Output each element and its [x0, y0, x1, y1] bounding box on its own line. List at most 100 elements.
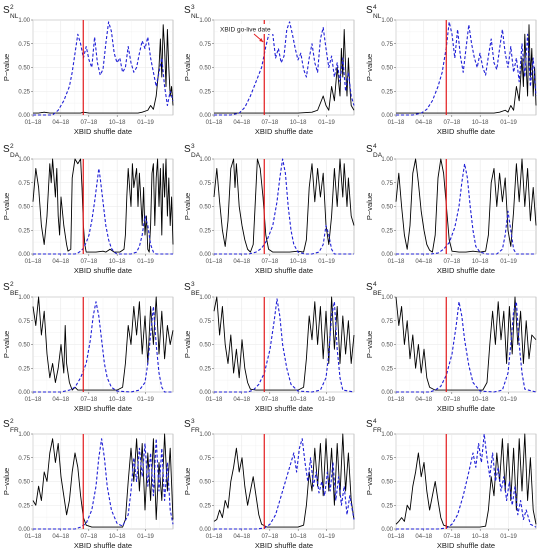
panel-title-sub: BE: [373, 290, 382, 297]
x-tick-label: 01–19: [318, 120, 335, 126]
panel-title-main: S: [3, 282, 10, 293]
y-tick-label: 0.00: [18, 390, 30, 396]
y-tick-label: 1.00: [199, 432, 211, 438]
y-tick-label: 0.75: [199, 181, 211, 187]
y-tick-label: 1.00: [199, 18, 211, 24]
x-tick-label: 01–18: [388, 534, 405, 540]
x-tick-label: 04–18: [415, 259, 432, 265]
panel-title-main: S: [366, 419, 373, 430]
y-tick-label: 0.00: [381, 527, 393, 533]
panel-title-sub: BE: [191, 290, 200, 297]
x-tick-label: 01–19: [137, 534, 154, 540]
y-axis-label: P−value: [365, 331, 374, 358]
x-tick-label: 10–18: [109, 120, 126, 126]
y-tick-label: 0.00: [381, 113, 393, 119]
panel-title-sup: 4: [373, 143, 377, 150]
x-axis-label: XBID shuffle date: [255, 266, 313, 275]
y-tick-label: 0.50: [381, 343, 393, 349]
panel-title-sup: 2: [10, 281, 14, 288]
x-axis-label: XBID shuffle date: [74, 541, 132, 550]
y-tick-label: 1.00: [18, 295, 30, 301]
panel-title-sub: NL: [10, 13, 19, 20]
y-tick-label: 0.25: [381, 366, 393, 372]
panel-4: S 2 DA 0.00 0.25 0.50 0.75 1.00 01–18 04–18 07–18 1…: [2, 143, 174, 275]
y-axis-label: P−value: [365, 193, 374, 220]
x-tick-label: 01–18: [25, 120, 42, 126]
y-tick-label: 0.50: [199, 66, 211, 72]
y-tick-label: 0.25: [199, 89, 211, 95]
x-tick-label: 10–18: [472, 259, 489, 265]
panel-title: S: [366, 5, 373, 16]
y-axis-label: P−value: [183, 331, 192, 358]
panel-title-main: S: [184, 144, 191, 155]
x-tick-label: 04–18: [415, 397, 432, 403]
panel-title-main: S: [3, 419, 10, 430]
y-tick-label: 0.75: [381, 181, 393, 187]
y-tick-label: 1.00: [18, 157, 30, 163]
series-line-dashed: [396, 433, 537, 530]
panel-title: S: [3, 5, 10, 16]
panel-title-sup: 3: [191, 418, 195, 425]
y-tick-label: 0.50: [199, 205, 211, 211]
x-tick-label: 10–18: [109, 534, 126, 540]
x-tick-label: 01–18: [206, 534, 223, 540]
x-axis-label: XBID shuffle date: [437, 127, 495, 136]
y-tick-label: 0.50: [18, 480, 30, 486]
y-tick-label: 1.00: [18, 18, 30, 24]
x-tick-label: 10–18: [472, 534, 489, 540]
y-tick-label: 0.50: [18, 343, 30, 349]
y-tick-label: 0.75: [381, 319, 393, 325]
y-tick-label: 1.00: [199, 295, 211, 301]
y-tick-label: 0.50: [381, 66, 393, 72]
panel-title-sup: 2: [10, 418, 14, 425]
panel-title: S: [184, 419, 191, 430]
x-tick-label: 01–18: [388, 120, 405, 126]
panel-title-main: S: [3, 5, 10, 16]
x-tick-label: 07–18: [443, 397, 460, 403]
panel-title-sub: BE: [10, 290, 19, 297]
panel-title-main: S: [3, 144, 10, 155]
panel-12: S 4 FR 0.00 0.25 0.50 0.75 1.00 01–18 04–18 07–18 1…: [365, 418, 537, 550]
x-tick-label: 07–18: [261, 259, 278, 265]
x-tick-label: 07–18: [443, 259, 460, 265]
panel-1: S 2 NL 0.00 0.25 0.50 0.75 1.00 01–18 04–18 07–18 1…: [2, 4, 174, 136]
y-tick-label: 0.50: [199, 480, 211, 486]
series-line-solid: [32, 296, 174, 391]
y-tick-label: 1.00: [18, 432, 30, 438]
panel-title-sub: DA: [10, 152, 20, 159]
x-tick-label: 04–18: [415, 120, 432, 126]
panel-title: S: [3, 144, 10, 155]
series-line-dashed: [396, 21, 537, 116]
x-tick-label: 10–18: [290, 397, 307, 403]
x-tick-label: 01–19: [500, 534, 517, 540]
panel-title-sub: NL: [373, 13, 382, 20]
x-axis-label: XBID shuffle date: [74, 127, 132, 136]
panel-title-main: S: [184, 282, 191, 293]
y-tick-label: 0.25: [199, 366, 211, 372]
y-tick-label: 0.00: [199, 527, 211, 533]
panel-2: S 3 NL 0.00 0.25 0.50 0.75 1.00 01–18 04–18 07–18 1…: [183, 4, 355, 136]
y-axis-label: P−value: [183, 468, 192, 495]
x-tick-label: 01–18: [206, 259, 223, 265]
y-tick-label: 0.75: [199, 456, 211, 462]
y-tick-label: 0.50: [199, 343, 211, 349]
series-line-dashed: [33, 438, 174, 530]
panel-title-sub: FR: [373, 427, 382, 434]
y-tick-label: 0.00: [18, 113, 30, 119]
panel-title-main: S: [184, 419, 191, 430]
x-tick-label: 01–18: [25, 397, 42, 403]
panel-title-sup: 2: [10, 4, 14, 11]
y-axis-label: P−value: [183, 193, 192, 220]
y-tick-label: 0.25: [199, 503, 211, 509]
y-axis-label: P−value: [365, 468, 374, 495]
y-tick-label: 0.75: [381, 42, 393, 48]
series-line-solid: [395, 296, 537, 391]
panel-7: S 2 BE 0.00 0.25 0.50 0.75 1.00 01–18 04–18 07–18 1…: [2, 281, 174, 413]
y-tick-label: 0.50: [381, 205, 393, 211]
y-tick-label: 0.75: [381, 456, 393, 462]
x-tick-label: 07–18: [443, 120, 460, 126]
x-tick-label: 07–18: [80, 259, 97, 265]
y-tick-label: 1.00: [199, 157, 211, 163]
panel-title: S: [184, 144, 191, 155]
